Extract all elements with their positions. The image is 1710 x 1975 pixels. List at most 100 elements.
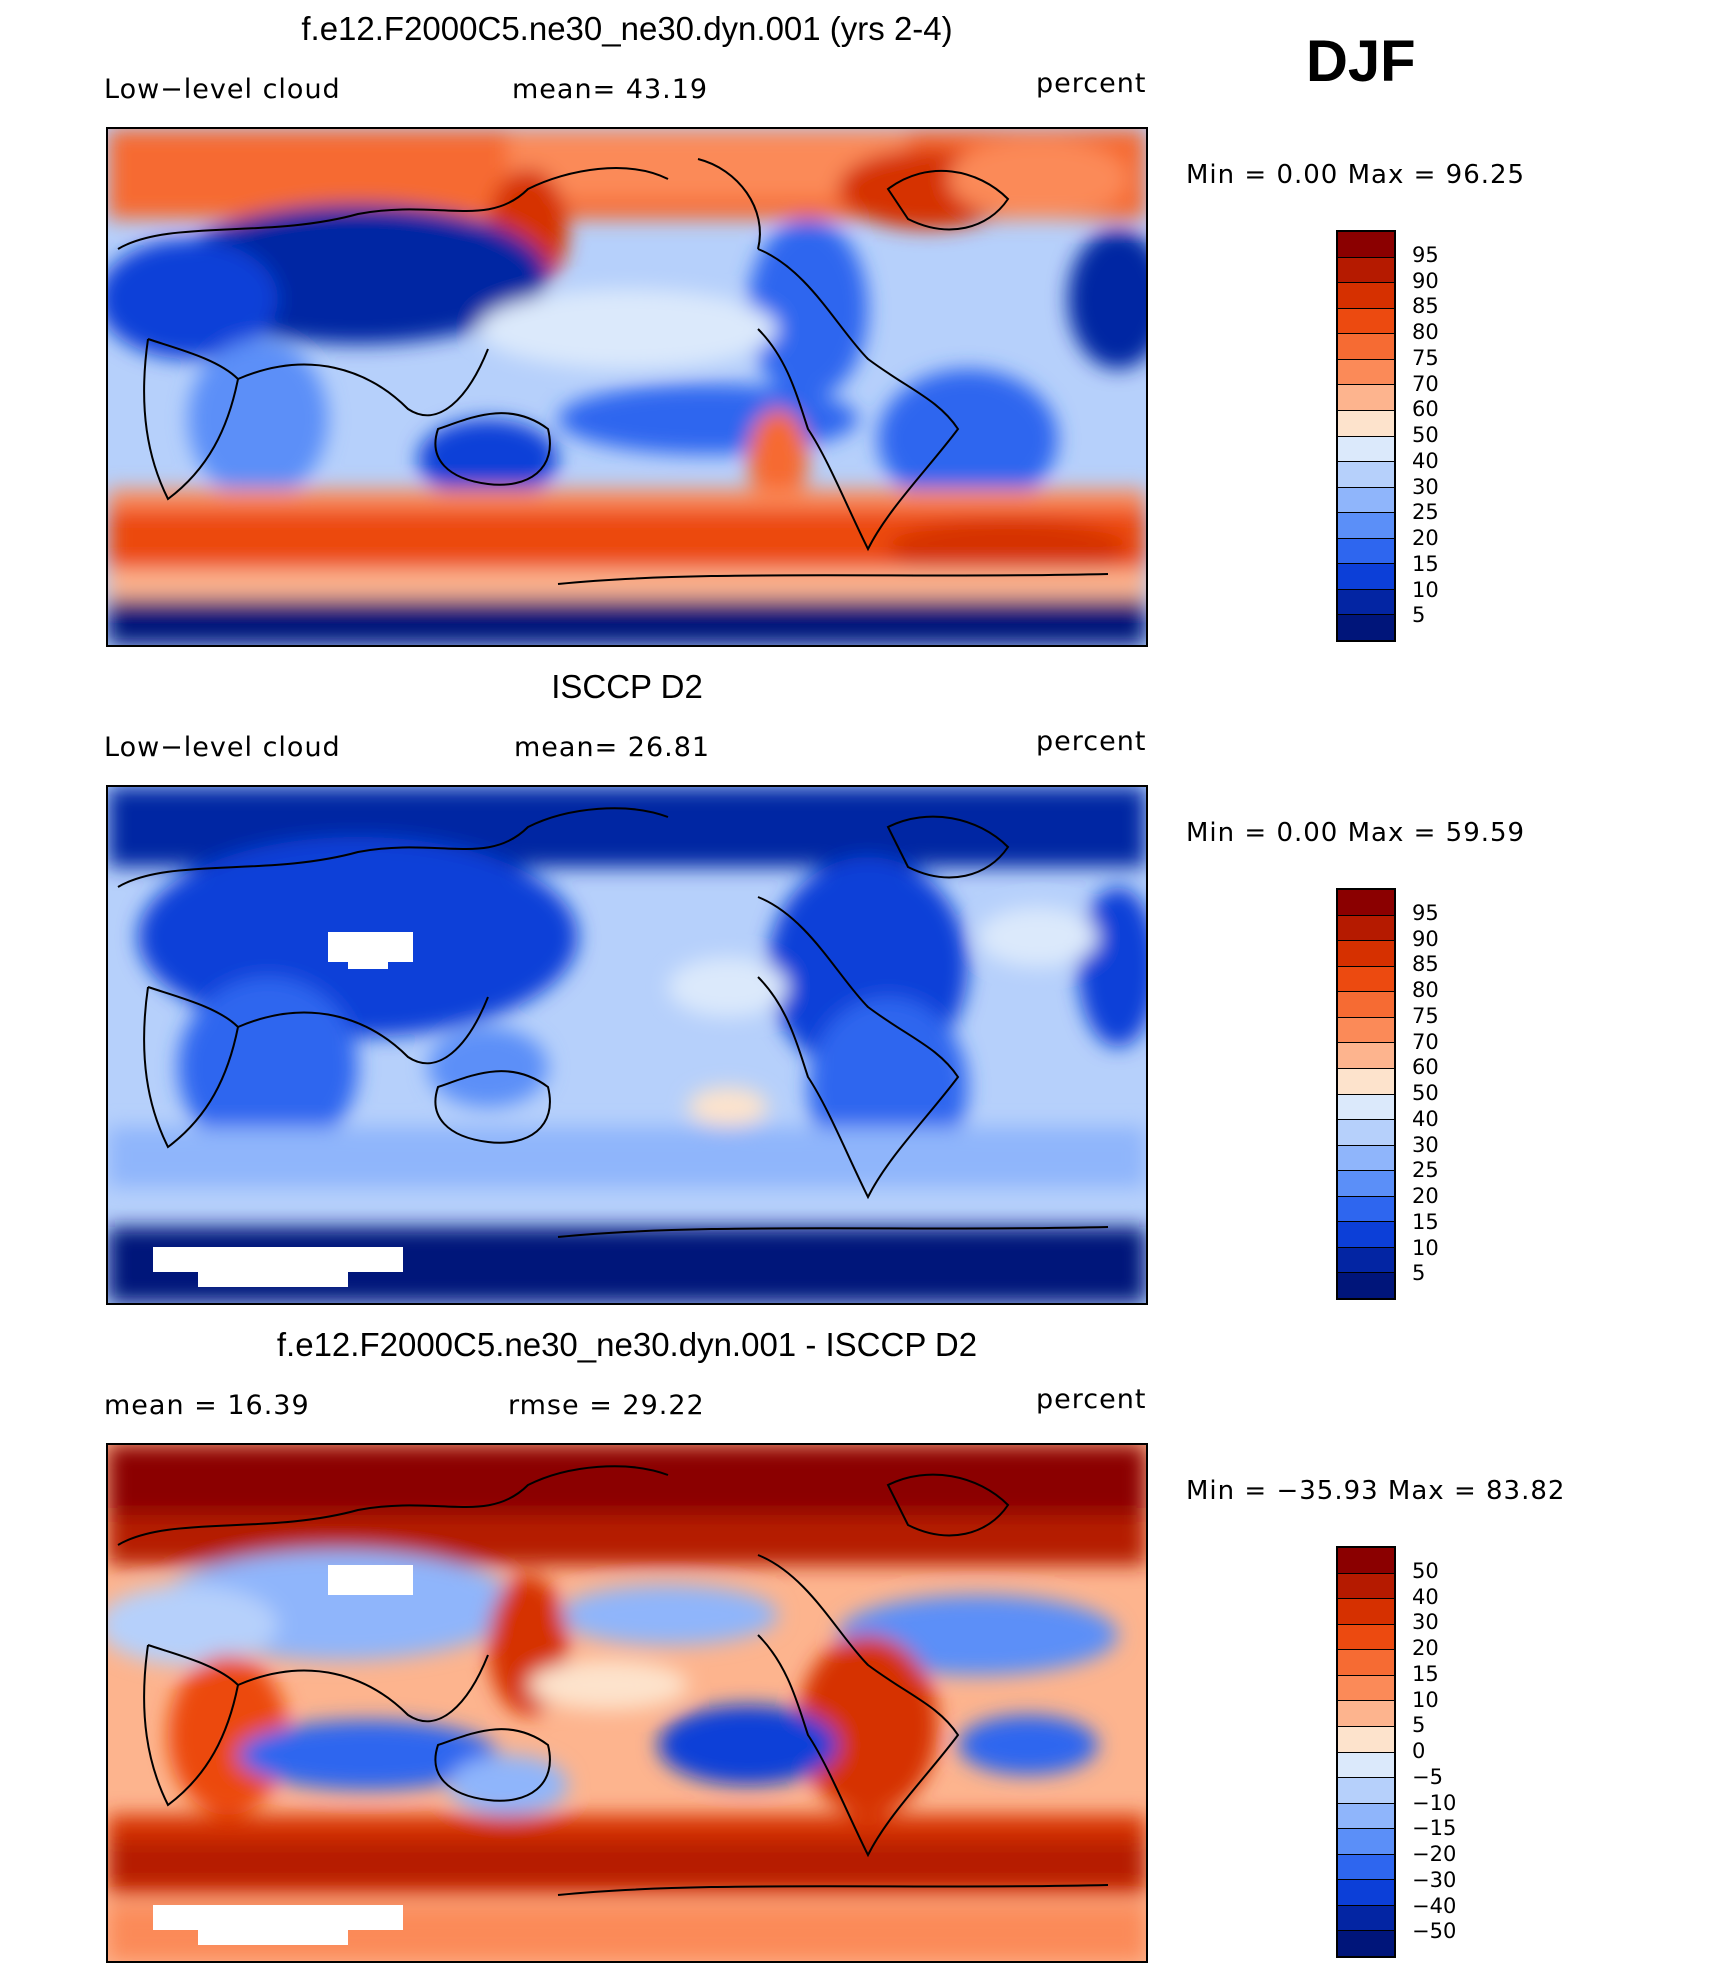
panel1-colorbar-swatch xyxy=(1338,513,1394,539)
panel1-colorbar-tick-label: 60 xyxy=(1412,397,1439,422)
panel2-colorbar-tick-label: 80 xyxy=(1412,978,1439,1002)
panel1-colorbar-tick-label: 85 xyxy=(1412,294,1439,319)
panel2-colorbar-swatch xyxy=(1338,890,1394,916)
panel3-minmax: Min = −35.93 Max = 83.82 xyxy=(1186,1476,1566,1506)
panel2-colorbar-tick-label: 10 xyxy=(1412,1235,1439,1260)
panel3-colorbar-swatch xyxy=(1338,1624,1394,1651)
panel2-mean-label: mean= 26.81 xyxy=(514,732,711,763)
panel3-title: f.e12.F2000C5.ne30_ne30.dyn.001 - ISCCP … xyxy=(276,1326,978,1363)
panel1-colorbar-tick-label: 50 xyxy=(1412,423,1439,447)
panel1-colorbar-tick-label: 20 xyxy=(1412,526,1439,550)
panel1-colorbar-swatch xyxy=(1338,410,1394,437)
panel3-colorbar-tick-label: 15 xyxy=(1412,1661,1439,1686)
panel1-colorbar-swatch xyxy=(1338,283,1394,309)
panel2-colorbar-swatch xyxy=(1338,1222,1394,1248)
panel2-colorbar-tick-label: 40 xyxy=(1412,1106,1439,1131)
panel2-colorbar-swatch xyxy=(1338,1196,1394,1223)
panel3-units-label: percent xyxy=(1036,1384,1147,1415)
panel1-units-label: percent xyxy=(1036,68,1147,99)
panel2-colorbar-swatch xyxy=(1338,1017,1394,1044)
panel3-colorbar-swatch xyxy=(1338,1931,1394,1956)
panel3-colorbar-tick-label: −30 xyxy=(1412,1867,1457,1892)
panel3-colorbar-swatch xyxy=(1338,1905,1394,1932)
panel3-mean-label: mean = 16.39 xyxy=(104,1390,310,1421)
panel3-colorbar-tick-label: 40 xyxy=(1412,1584,1439,1609)
panel3-colorbar-swatch xyxy=(1338,1752,1394,1779)
panel1-colorbar-swatch xyxy=(1338,308,1394,335)
panel2-colorbar-tick-label: 20 xyxy=(1412,1184,1439,1208)
panel1-colorbar-swatch xyxy=(1338,257,1394,284)
panel1-colorbar-tick-label: 25 xyxy=(1412,500,1439,525)
panel1-colorbar-swatch xyxy=(1338,538,1394,565)
panel3-colorbar-swatch xyxy=(1338,1675,1394,1702)
panel3-colorbar-tick-label: −10 xyxy=(1412,1790,1457,1815)
panel1-colorbar-swatch xyxy=(1338,385,1394,411)
panel2-colorbar-swatch xyxy=(1338,915,1394,942)
panel3-colorbar-tick-label: 10 xyxy=(1412,1687,1439,1712)
panel2-colorbar-swatch xyxy=(1338,1043,1394,1069)
panel2-colorbar-swatch xyxy=(1338,1247,1394,1274)
panel2-colorbar-tick-label: 75 xyxy=(1412,1003,1439,1028)
panel2-colorbar-tick-label: 15 xyxy=(1412,1209,1439,1234)
panel1-minmax: Min = 0.00 Max = 96.25 xyxy=(1186,160,1526,190)
panel3-colorbar-tick-label: 50 xyxy=(1412,1558,1439,1583)
panel3-colorbar-swatch xyxy=(1338,1880,1394,1906)
panel3-colorbar-swatch xyxy=(1338,1854,1394,1881)
panel3-colorbar-swatch xyxy=(1338,1573,1394,1600)
panel3-colorbar-tick-label: −5 xyxy=(1412,1764,1443,1789)
panel1-colorbar-swatch xyxy=(1338,462,1394,488)
panel1-colorbar-swatch xyxy=(1338,359,1394,386)
panel1-mean-label: mean= 43.19 xyxy=(512,74,709,105)
panel2-title: ISCCP D2 xyxy=(551,668,703,705)
panel3-colorbar-swatch xyxy=(1338,1701,1394,1727)
panel1-colorbar-tick-label: 30 xyxy=(1412,474,1439,499)
panel1-colorbar-tick-label: 75 xyxy=(1412,345,1439,370)
season-label: DJF xyxy=(1306,29,1416,94)
panel1-cloud-field xyxy=(108,129,1146,645)
panel1-colorbar-swatch xyxy=(1338,436,1394,463)
panel1-colorbar-tick-label: 10 xyxy=(1412,577,1439,602)
panel3-colorbar-swatch xyxy=(1338,1778,1394,1804)
panel2-colorbar-tick-label: 30 xyxy=(1412,1132,1439,1157)
panel1-colorbar-tick-label: 15 xyxy=(1412,551,1439,576)
panel2-colorbar-tick-label: 25 xyxy=(1412,1158,1439,1183)
panel3-colorbar-tick-label: −20 xyxy=(1412,1842,1457,1866)
panel2-map xyxy=(106,785,1148,1305)
panel2-colorbar-swatch xyxy=(1338,941,1394,967)
panel3-colorbar-swatch xyxy=(1338,1650,1394,1676)
panel1-colorbar-tick-label: 90 xyxy=(1412,268,1439,293)
panel2-colorbar-swatch xyxy=(1338,1094,1394,1121)
panel3-colorbar-swatch xyxy=(1338,1829,1394,1855)
panel2-colorbar-tick-label: 90 xyxy=(1412,926,1439,951)
panel3-colorbar xyxy=(1336,1546,1396,1958)
panel3-colorbar-tick-label: 30 xyxy=(1412,1610,1439,1635)
panel1-variable-label: Low−level cloud xyxy=(104,74,341,105)
panel2-colorbar-swatch xyxy=(1338,992,1394,1018)
panel1-colorbar-swatch xyxy=(1338,487,1394,514)
panel2-colorbar-tick-label: 50 xyxy=(1412,1081,1439,1105)
panel2-units-label: percent xyxy=(1036,726,1147,757)
panel3-colorbar-swatch xyxy=(1338,1803,1394,1830)
panel1-coastlines xyxy=(117,158,1109,585)
panel3-colorbar-swatch xyxy=(1338,1599,1394,1625)
panel3-rmse-label: rmse = 29.22 xyxy=(508,1390,705,1421)
panel2-colorbar-tick-label: 5 xyxy=(1412,1261,1426,1286)
panel1-title: f.e12.F2000C5.ne30_ne30.dyn.001 (yrs 2-4… xyxy=(301,10,953,47)
panel1-colorbar-swatch xyxy=(1338,589,1394,616)
panel1-map xyxy=(106,127,1148,647)
panel2-colorbar-swatch xyxy=(1338,1171,1394,1197)
panel2-coastlines xyxy=(117,807,1109,1238)
panel2-variable-label: Low−level cloud xyxy=(104,732,341,763)
panel3-colorbar-swatch xyxy=(1338,1726,1394,1753)
panel3-colorbar-tick-label: 5 xyxy=(1412,1713,1426,1738)
panel2-colorbar-swatch xyxy=(1338,1273,1394,1298)
panel2-colorbar-swatch xyxy=(1338,966,1394,993)
panel1-colorbar-swatch xyxy=(1338,334,1394,360)
panel1-colorbar-swatch xyxy=(1338,564,1394,590)
panel1-colorbar xyxy=(1336,230,1396,642)
panel3-colorbar-tick-label: 0 xyxy=(1412,1739,1426,1763)
panel2-colorbar-tick-label: 95 xyxy=(1412,900,1439,925)
panel3-colorbar-swatch xyxy=(1338,1548,1394,1574)
panel2-colorbar-swatch xyxy=(1338,1145,1394,1172)
panel3-colorbar-tick-label: −15 xyxy=(1412,1816,1457,1841)
